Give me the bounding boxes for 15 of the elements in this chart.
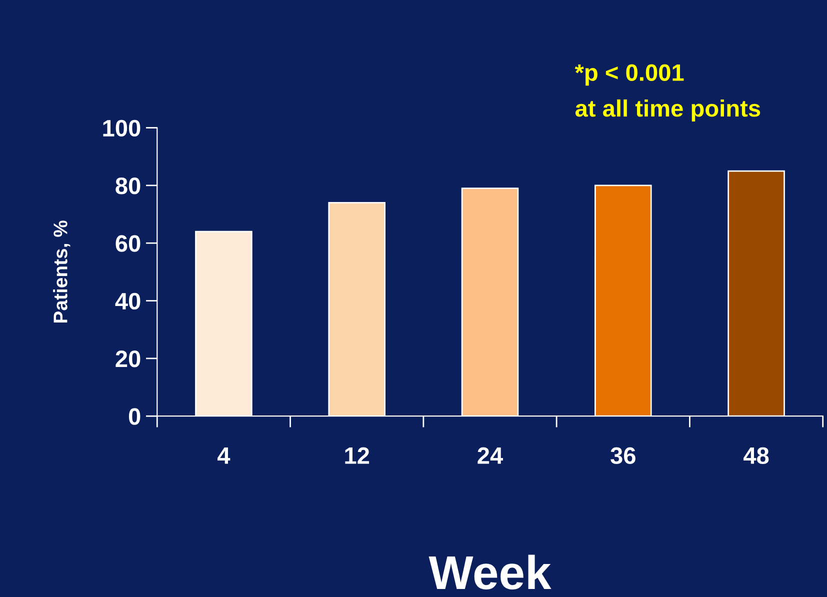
x-axis-title: Week <box>428 554 552 590</box>
text: *p < 0.001 <box>574 64 684 86</box>
y-tick-label: 20 <box>116 350 140 368</box>
y-tick-label: 60 <box>116 235 140 252</box>
y-tick-label: 80 <box>116 177 140 194</box>
y-tick-label: 40 <box>115 292 140 310</box>
y-axis-title: Patients, % <box>53 220 70 322</box>
y-tick-label: 0 <box>128 408 140 425</box>
x-tick-label: 4 <box>217 448 230 464</box>
x-tick-label: 48 <box>744 447 769 464</box>
y-tick-label: 100 <box>103 120 140 137</box>
x-tick-label: 36 <box>610 447 636 464</box>
text: at all time points <box>575 99 760 122</box>
x-tick-label: 24 <box>478 447 504 464</box>
x-tick-label: 12 <box>345 447 370 464</box>
